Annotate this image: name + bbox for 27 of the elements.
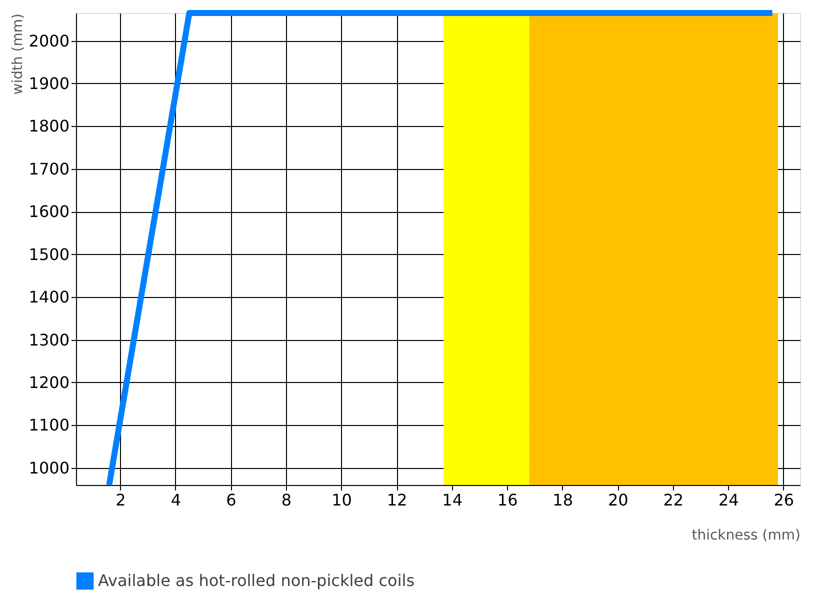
y-tick-label: 2000 — [28, 31, 70, 50]
y-tick-label: 1700 — [28, 159, 70, 178]
x-tick-label: 14 — [442, 490, 462, 510]
y-tick-label: 1900 — [28, 74, 70, 93]
x-tick-label: 6 — [226, 490, 236, 510]
y-tick-label: 1300 — [28, 330, 70, 350]
x-tick-label: 22 — [663, 490, 684, 510]
legend-label: Available as hot-rolled non-pickled coils — [98, 571, 415, 590]
x-tick-label: 10 — [332, 490, 352, 510]
y-tick-label: 1000 — [28, 458, 70, 478]
y-tick-label: 1200 — [28, 372, 70, 392]
y-tick-label: 1800 — [28, 116, 70, 136]
x-axis-title: thickness (mm) — [692, 528, 800, 544]
x-tick-label: 24 — [718, 490, 739, 510]
x-tick-label: 2 — [116, 490, 126, 510]
y-tick-label: 1400 — [28, 288, 70, 307]
x-tick-label: 26 — [774, 490, 794, 510]
y-axis-title: width (mm) — [10, 14, 26, 95]
y-tick-label: 1100 — [28, 416, 70, 435]
y-tick-label: 1600 — [28, 202, 70, 222]
y-tick-label: 1500 — [28, 244, 70, 264]
x-tick-label: 16 — [497, 490, 518, 510]
x-tick-label: 4 — [170, 490, 182, 510]
x-tick-label: 12 — [386, 490, 408, 510]
x-tick-label: 20 — [608, 490, 628, 510]
x-tick-label: 18 — [552, 490, 574, 510]
x-tick-label: 8 — [281, 490, 292, 510]
